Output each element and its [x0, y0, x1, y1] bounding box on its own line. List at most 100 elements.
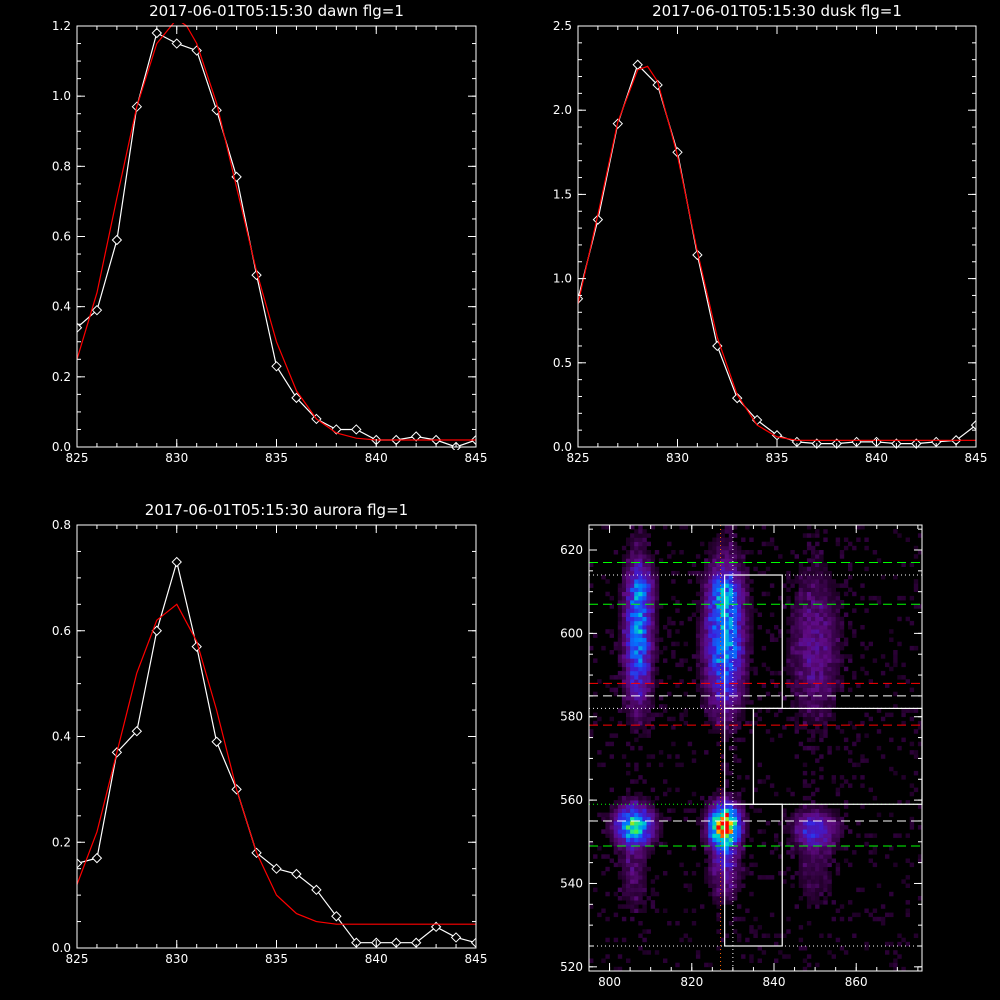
heatmap-cell [605, 825, 610, 830]
heatmap-cell [909, 708, 915, 713]
heatmap-cell [704, 846, 709, 851]
heatmap-cell [708, 825, 713, 830]
heatmap-cell [695, 629, 701, 634]
heatmap-cell [798, 650, 804, 655]
heatmap-cell [621, 866, 627, 872]
heatmap-cell [621, 804, 627, 809]
heatmap-cell [704, 633, 709, 638]
heatmap-cell [913, 729, 919, 734]
heatmap-cell [831, 645, 836, 651]
heatmap-cell [913, 545, 919, 551]
heatmap-cell [749, 537, 754, 542]
heatmap-cell [617, 608, 623, 613]
heatmap-cell [811, 545, 816, 551]
heatmap-cell [724, 608, 730, 613]
heatmap-cell [737, 704, 742, 709]
heatmap-cell [716, 812, 721, 818]
heatmap-cell [827, 604, 832, 609]
heatmap-cell [802, 579, 808, 584]
heatmap-cell [913, 645, 919, 651]
heatmap-cell [630, 841, 635, 847]
heatmap-cell [728, 558, 734, 563]
heatmap-cell [642, 891, 647, 897]
heatmap-cell [720, 687, 725, 693]
heatmap-cell [720, 570, 725, 576]
heatmap-cell [724, 570, 730, 576]
heatmap-cell [769, 737, 775, 743]
heatmap-cell [831, 846, 836, 851]
heatmap-cell [650, 583, 656, 588]
heatmap-cell [589, 904, 594, 909]
heatmap-cell [839, 641, 845, 647]
heatmap-cell [786, 916, 791, 922]
heatmap-cell [811, 708, 816, 713]
heatmap-cell [642, 808, 647, 813]
heatmap-cell [626, 554, 631, 559]
heatmap-cell [621, 645, 627, 651]
heatmap-cell [621, 679, 627, 684]
heatmap-cell [724, 541, 730, 547]
heatmap-cell [823, 595, 828, 601]
heatmap-cell [839, 616, 845, 622]
heatmap-cell [708, 854, 713, 859]
heatmap-cell [728, 629, 734, 634]
heatmap-cell [868, 912, 873, 918]
heatmap-cell [897, 595, 902, 601]
heatmap-cell [798, 725, 804, 730]
heatmap-cell [626, 595, 631, 601]
heatmap-cell [621, 658, 627, 663]
heatmap-cell [605, 812, 610, 818]
heatmap-cell [695, 862, 701, 868]
heatmap-cell [638, 846, 643, 851]
heatmap-cell [613, 846, 619, 851]
heatmap-cell [691, 758, 697, 763]
heatmap-cell [716, 816, 721, 822]
heatmap-cell [683, 720, 688, 726]
heatmap-cell [728, 833, 734, 838]
heatmap-cell [737, 795, 742, 801]
heatmap-cell [786, 837, 791, 843]
heatmap-cell [605, 579, 610, 584]
heatmap-cell [650, 820, 656, 826]
heatmap-cell [605, 629, 610, 634]
heatmap-cell [732, 700, 738, 705]
heatmap-cell [831, 600, 836, 605]
heatmap-cell [700, 691, 705, 697]
heatmap-cell [806, 620, 812, 626]
heatmap-cell [806, 525, 812, 530]
heatmap-cell [790, 850, 795, 855]
heatmap-cell [802, 670, 808, 676]
heatmap-cell [839, 600, 845, 605]
heatmap-cell [811, 891, 816, 897]
heatmap-cell [712, 633, 717, 638]
heatmap-cell [728, 800, 734, 805]
heatmap-cell [605, 916, 610, 922]
heatmap-cell [654, 583, 660, 588]
heatmap-cell [695, 570, 701, 576]
heatmap-cell [732, 629, 738, 634]
heatmap-cell [806, 683, 812, 688]
heatmap-cell [638, 570, 643, 576]
heatmap-cell [642, 846, 647, 851]
heatmap-cell [802, 779, 808, 784]
heatmap-cell [843, 950, 849, 955]
heatmap-cell [794, 579, 799, 584]
heatmap-cell [667, 850, 672, 855]
heatmap-cell [815, 679, 820, 684]
heatmap-cell [720, 800, 725, 805]
heatmap-cell [823, 566, 828, 572]
heatmap-cell [704, 595, 709, 601]
heatmap-cell [835, 816, 841, 822]
heatmap-cell [811, 633, 816, 638]
heatmap-cell [819, 875, 824, 880]
heatmap-cell [741, 837, 746, 843]
heatmap-cell [823, 616, 828, 622]
heatmap-cell [839, 816, 845, 822]
heatmap-cell [823, 695, 828, 701]
heatmap-cell [819, 612, 824, 617]
heatmap-cell [765, 820, 771, 826]
heatmap-cell [630, 896, 635, 901]
heatmap-cell [630, 608, 635, 613]
heatmap-cell [901, 675, 906, 680]
heatmap-cell [798, 704, 804, 709]
